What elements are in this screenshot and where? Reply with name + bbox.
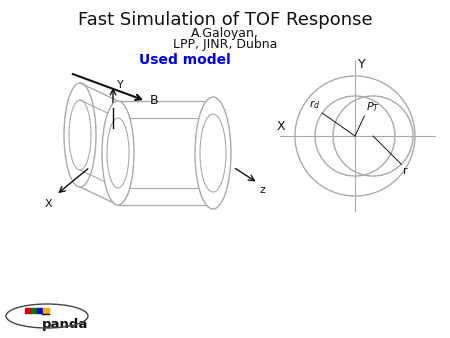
Text: Y: Y [117, 80, 124, 90]
Text: Fast Simulation of TOF Response: Fast Simulation of TOF Response [78, 11, 372, 29]
Ellipse shape [197, 101, 229, 205]
Text: X: X [277, 120, 286, 133]
Ellipse shape [200, 114, 226, 192]
Ellipse shape [195, 97, 231, 209]
Bar [25, 308, 31, 313]
Text: LPP, JINR, Dubna: LPP, JINR, Dubna [173, 38, 277, 51]
Text: r: r [403, 166, 408, 176]
Text: panda: panda [42, 318, 88, 331]
Ellipse shape [64, 83, 96, 187]
Ellipse shape [107, 118, 129, 188]
Ellipse shape [202, 118, 224, 188]
Bar [43, 308, 49, 313]
Text: B: B [150, 95, 158, 107]
Bar [37, 308, 42, 313]
Ellipse shape [102, 101, 134, 205]
Text: X: X [44, 199, 52, 209]
Text: $P_T$: $P_T$ [366, 100, 380, 114]
Bar [31, 308, 36, 313]
Text: A.Galoyan,: A.Galoyan, [191, 27, 259, 40]
Text: Y: Y [358, 58, 365, 71]
Text: z: z [259, 185, 265, 195]
Text: $r_d$: $r_d$ [309, 98, 320, 111]
Ellipse shape [69, 100, 91, 170]
Text: Used model: Used model [139, 53, 231, 67]
